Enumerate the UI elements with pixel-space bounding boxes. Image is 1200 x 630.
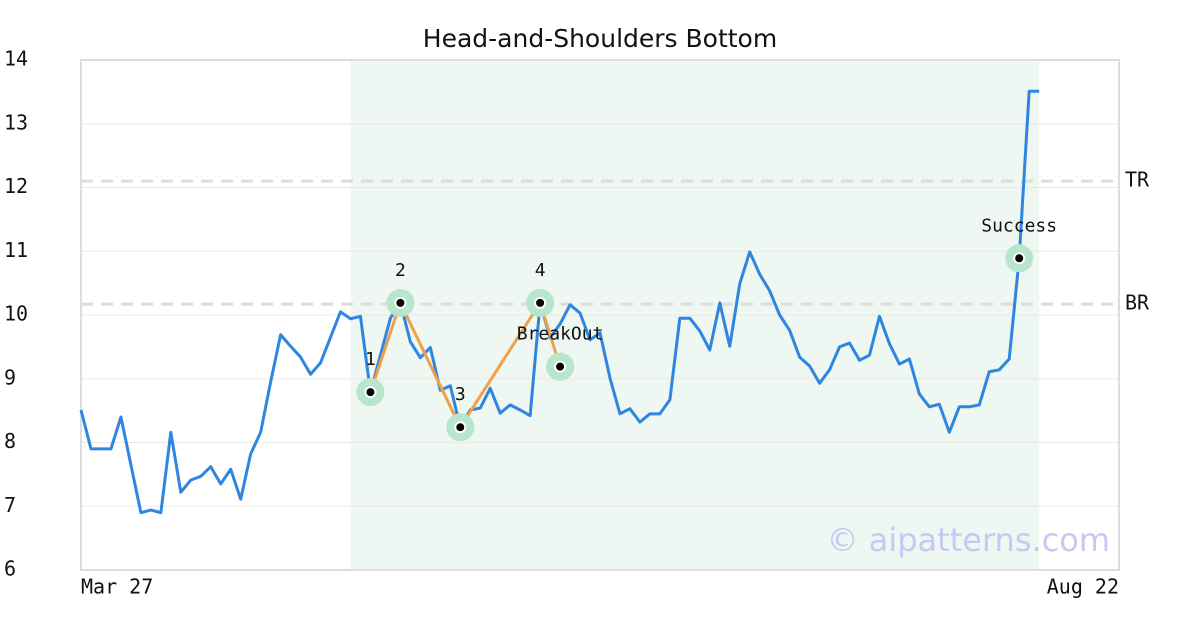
pattern-point-label: BreakOut bbox=[517, 324, 604, 345]
pattern-point bbox=[394, 296, 407, 309]
y-tick-label: 7 bbox=[4, 493, 16, 517]
price-line bbox=[79, 89, 1040, 515]
y-tick-label: 8 bbox=[4, 429, 16, 453]
pattern-point-label: 2 bbox=[395, 260, 406, 281]
pattern-segment bbox=[369, 302, 402, 393]
pattern-point-label: 3 bbox=[455, 384, 466, 405]
level-label: BR bbox=[1125, 291, 1150, 315]
pattern-segment bbox=[459, 302, 542, 429]
y-tick-label: 13 bbox=[4, 110, 28, 134]
pattern-point bbox=[534, 296, 547, 309]
y-tick-label: 14 bbox=[4, 47, 28, 71]
y-tick-label: 11 bbox=[4, 238, 28, 262]
y-tick-label: 10 bbox=[4, 302, 28, 326]
pattern-point-label: Success bbox=[981, 215, 1057, 236]
plot-border bbox=[80, 59, 1120, 571]
y-tick-label: 12 bbox=[4, 174, 28, 198]
pattern-point-label: 1 bbox=[365, 349, 376, 370]
y-tick-label: 9 bbox=[4, 365, 16, 389]
pattern-point bbox=[554, 360, 567, 373]
chart-title: Head-and-Shoulders Bottom bbox=[423, 24, 777, 53]
pattern-point bbox=[454, 421, 467, 434]
x-tick-label: Aug 22 bbox=[1047, 575, 1119, 599]
level-label: TR bbox=[1125, 168, 1150, 192]
x-tick-label: Mar 27 bbox=[81, 575, 153, 599]
y-tick-label: 6 bbox=[4, 557, 16, 581]
pattern-point-label: 4 bbox=[535, 260, 546, 281]
watermark: © aipatterns.com bbox=[827, 521, 1110, 559]
pattern-point bbox=[1013, 252, 1026, 265]
pattern-segment bbox=[399, 302, 462, 428]
pattern-point bbox=[364, 386, 377, 399]
